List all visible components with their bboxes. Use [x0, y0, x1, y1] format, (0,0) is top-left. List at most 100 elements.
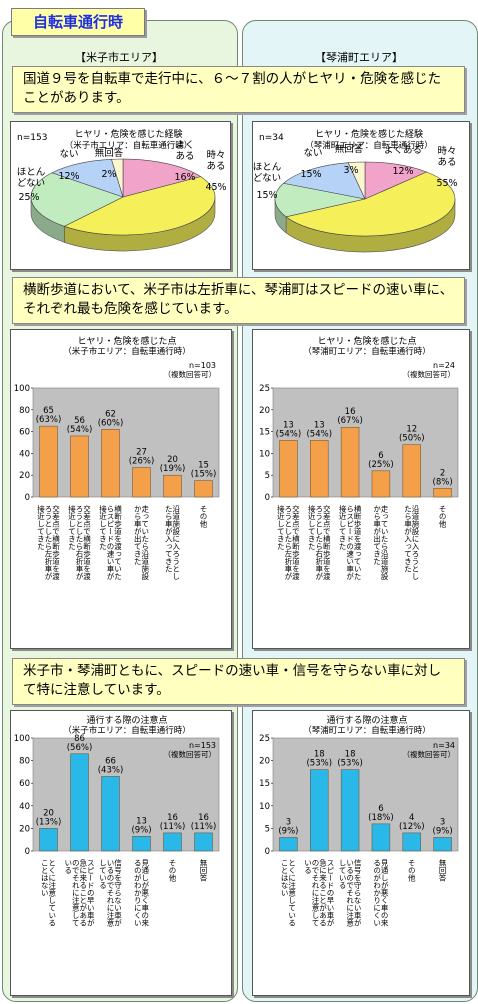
page-title: 自転車通行時: [32, 13, 123, 31]
x-tick-label: 急に来ることがある: [79, 858, 88, 927]
pie-slice-label: ほとん: [17, 167, 46, 178]
pie-slice: [282, 162, 366, 200]
bar: [371, 823, 391, 852]
bar-value-label: 3: [440, 817, 445, 827]
x-tick-label: のでそれに注意して: [71, 859, 80, 927]
headline-2: 横断歩道において、米子市は左折車に、琴浦町はスピードの速い車に、それぞれ最も危険…: [12, 277, 465, 324]
bar-value-label: 15: [198, 461, 209, 471]
pie-slice: [122, 158, 202, 198]
pie-slice-label: どない: [253, 173, 281, 184]
bar-value-label: 66: [105, 756, 116, 766]
pie-slice: [111, 158, 124, 198]
pie-slice-label: よくある: [384, 145, 422, 156]
pie-slice-label: よく: [175, 140, 194, 151]
x-tick-label: 接近してきた: [98, 504, 107, 551]
x-tick-label: 接近してきた: [36, 504, 45, 551]
x-tick-label: 接近してきた: [276, 504, 285, 551]
x-tick-label: いる: [64, 859, 73, 874]
x-tick-label: 信号を守らない車が: [353, 858, 362, 927]
plot-area: [32, 387, 220, 498]
pie-slice: [51, 158, 124, 198]
pie-slice: [63, 176, 216, 236]
x-tick-label: 沿道施設に入ろうとし: [411, 505, 420, 581]
x-tick-label: のでそれに注意して: [311, 859, 320, 927]
x-tick-label: 横断歩道を渡っていた: [113, 504, 122, 581]
x-tick-label: ろうとしたら右折車が: [75, 505, 84, 581]
chart-subtitle: （米子市エリア：自転車通行時）: [63, 346, 191, 357]
x-tick-label: ろうとしたら左折車が: [284, 505, 293, 581]
x-tick-label: 接近してきた: [338, 504, 347, 551]
chart-subtitle: （米子市エリア：自転車通行時）: [63, 725, 191, 736]
bar-value-label: 6: [378, 451, 383, 461]
pie-slice-label: 無回答: [95, 147, 124, 159]
headline-1: 国道９号を自転車で走行中に、６～７割の人がヒヤリ・危険を感じたことがあります。: [12, 66, 465, 113]
sample-note-label: （複数回答可）: [403, 369, 456, 379]
bar-value-label: 4: [409, 813, 414, 823]
bar-value-label: (9%): [278, 826, 298, 836]
y-tick-label: 15: [259, 428, 270, 438]
sample-size-label: n=153: [189, 741, 216, 750]
pie-slice-label: どない: [17, 178, 45, 189]
bar: [132, 467, 151, 498]
x-tick-label: 交差点で横断歩道を渡: [322, 504, 331, 582]
x-tick-label: いる: [304, 859, 313, 874]
bar-value-label: (9%): [131, 825, 151, 835]
x-tick-label: その他: [199, 505, 208, 529]
bar: [279, 837, 298, 852]
pie-slice-label: ない: [303, 148, 322, 159]
bar-value-label: 2: [440, 468, 445, 478]
chart-title: ヒヤリ・危険を感じた経験: [315, 128, 423, 140]
y-tick-label: 0: [25, 847, 30, 857]
y-tick-label: 40: [19, 449, 30, 459]
bar: [39, 425, 58, 498]
x-tick-label: 接近してきた: [307, 504, 316, 551]
caution-points-kotoura-panel: 通行する際の注意点 （琴浦町エリア：自転車通行時） n=34 （複数回答可） 0 5 10 1…: [252, 710, 470, 996]
bar: [433, 837, 452, 852]
x-tick-label: 交差点で横断歩道を渡: [51, 504, 60, 582]
chart-subtitle: （琴浦町エリア：自転車通行時）: [303, 346, 431, 357]
x-tick-label: から車が出てきた: [372, 505, 381, 566]
chart-subtitle: （琴浦町エリア：自転車通行時）: [305, 140, 433, 151]
x-tick-label: スピードの早い車が: [86, 859, 95, 927]
bar-value-label: 62: [105, 409, 116, 419]
bar-value-label: (15%): [191, 470, 217, 480]
x-tick-label: らスピードの速い車が: [345, 505, 354, 581]
pie-slice-value: 2%: [101, 169, 116, 180]
chart-title: 通行する際の注意点: [326, 714, 407, 726]
x-tick-label: している: [338, 859, 347, 890]
pie-slice-label: ほとん: [253, 162, 281, 173]
x-tick-label: とくに注意している: [287, 859, 296, 927]
y-tick-label: 80: [19, 406, 30, 416]
x-tick-label: 交差点で横断歩道を渡: [82, 504, 91, 582]
bar-value-label: 13: [136, 816, 147, 826]
bar: [310, 769, 329, 852]
y-tick-label: 20: [259, 406, 270, 416]
y-tick-label: 100: [14, 384, 30, 394]
bar: [101, 776, 120, 852]
pie-slice-label: 時々: [206, 150, 225, 161]
plot-area: [272, 387, 459, 498]
bar: [39, 828, 58, 852]
pie-chart-kotoura: ヒヤリ・危険を感じた経験（琴浦町エリア：自転車通行時） n=34 よくある 12% 時々…: [253, 128, 458, 253]
bar-value-label: (26%): [129, 457, 155, 467]
y-tick-label: 5: [265, 824, 270, 834]
bar: [310, 440, 329, 498]
y-tick-label: 60: [19, 779, 30, 789]
x-tick-label: 見通しが悪く車の来: [141, 859, 150, 928]
bar-value-label: (12%): [399, 822, 425, 832]
bar: [163, 474, 182, 498]
y-tick-label: 100: [14, 734, 30, 744]
x-tick-label: その他: [168, 859, 177, 883]
x-tick-label: 交差点で横断歩道を渡: [291, 504, 300, 582]
pie-slice: [347, 161, 366, 200]
chart-title: ヒヤリ・危険を感じた点: [77, 335, 176, 347]
sample-size-label: n=24: [433, 361, 455, 370]
caution-points-yonago-panel: 通行する際の注意点 （米子市エリア：自転車通行時） n=153 （複数回答可） 0 20 4…: [10, 710, 232, 996]
x-tick-label: 接近してきた: [67, 504, 76, 551]
danger-points-kotoura-chart: ヒヤリ・危険を感じた点（琴浦町エリア：自転車通行時）n=24（複数回答可） 0 5 1…: [259, 335, 459, 582]
bar-value-label: (11%): [160, 822, 186, 832]
bar-value-label: (67%): [337, 416, 363, 426]
pie-chart-yonago-panel: ヒヤリ・危険を感じた経験 （米子市エリア：自転車通行時） n=153 よく ある 16% 時…: [10, 121, 231, 270]
x-tick-label: ことはない: [280, 859, 289, 897]
y-tick-label: 60: [19, 428, 30, 438]
